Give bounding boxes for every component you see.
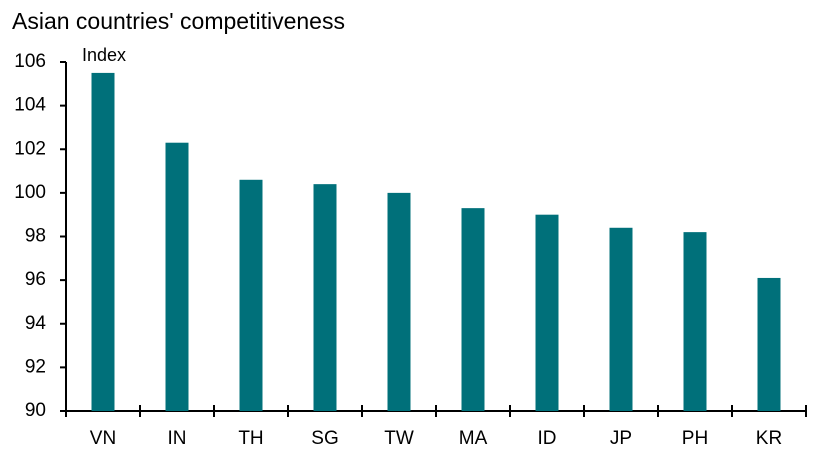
- y-tick-label: 100: [14, 182, 46, 203]
- y-tick-label: 92: [25, 356, 46, 377]
- bar: [239, 179, 263, 411]
- bar: [535, 214, 559, 411]
- x-tick-label: TH: [238, 428, 263, 449]
- x-tick-label: MA: [459, 428, 488, 449]
- y-axis-label: Index: [82, 45, 126, 65]
- y-tick-label: 94: [25, 313, 47, 334]
- y-tick-label: 106: [14, 51, 46, 72]
- x-tick-label: VN: [90, 428, 116, 449]
- x-tick-label: ID: [538, 428, 557, 449]
- x-tick-label: SG: [311, 428, 338, 449]
- x-tick-label: JP: [610, 428, 632, 449]
- x-tick-label: TW: [384, 428, 414, 449]
- bar: [91, 72, 115, 411]
- bar: [609, 227, 633, 411]
- bar: [387, 192, 411, 411]
- y-tick-label: 98: [25, 226, 46, 247]
- y-tick-label: 96: [25, 269, 46, 290]
- chart-title: Asian countries' competitiveness: [12, 8, 345, 34]
- x-tick-label: KR: [756, 428, 782, 449]
- bar: [461, 208, 485, 411]
- x-tick-label: PH: [682, 428, 708, 449]
- bar: [165, 142, 189, 412]
- y-tick-label: 102: [14, 138, 46, 159]
- bar: [313, 184, 337, 411]
- x-tick-label: IN: [168, 428, 187, 449]
- y-tick-label: 90: [25, 400, 46, 421]
- bar: [757, 277, 781, 411]
- bar: [683, 232, 707, 411]
- y-tick-label: 104: [14, 95, 46, 116]
